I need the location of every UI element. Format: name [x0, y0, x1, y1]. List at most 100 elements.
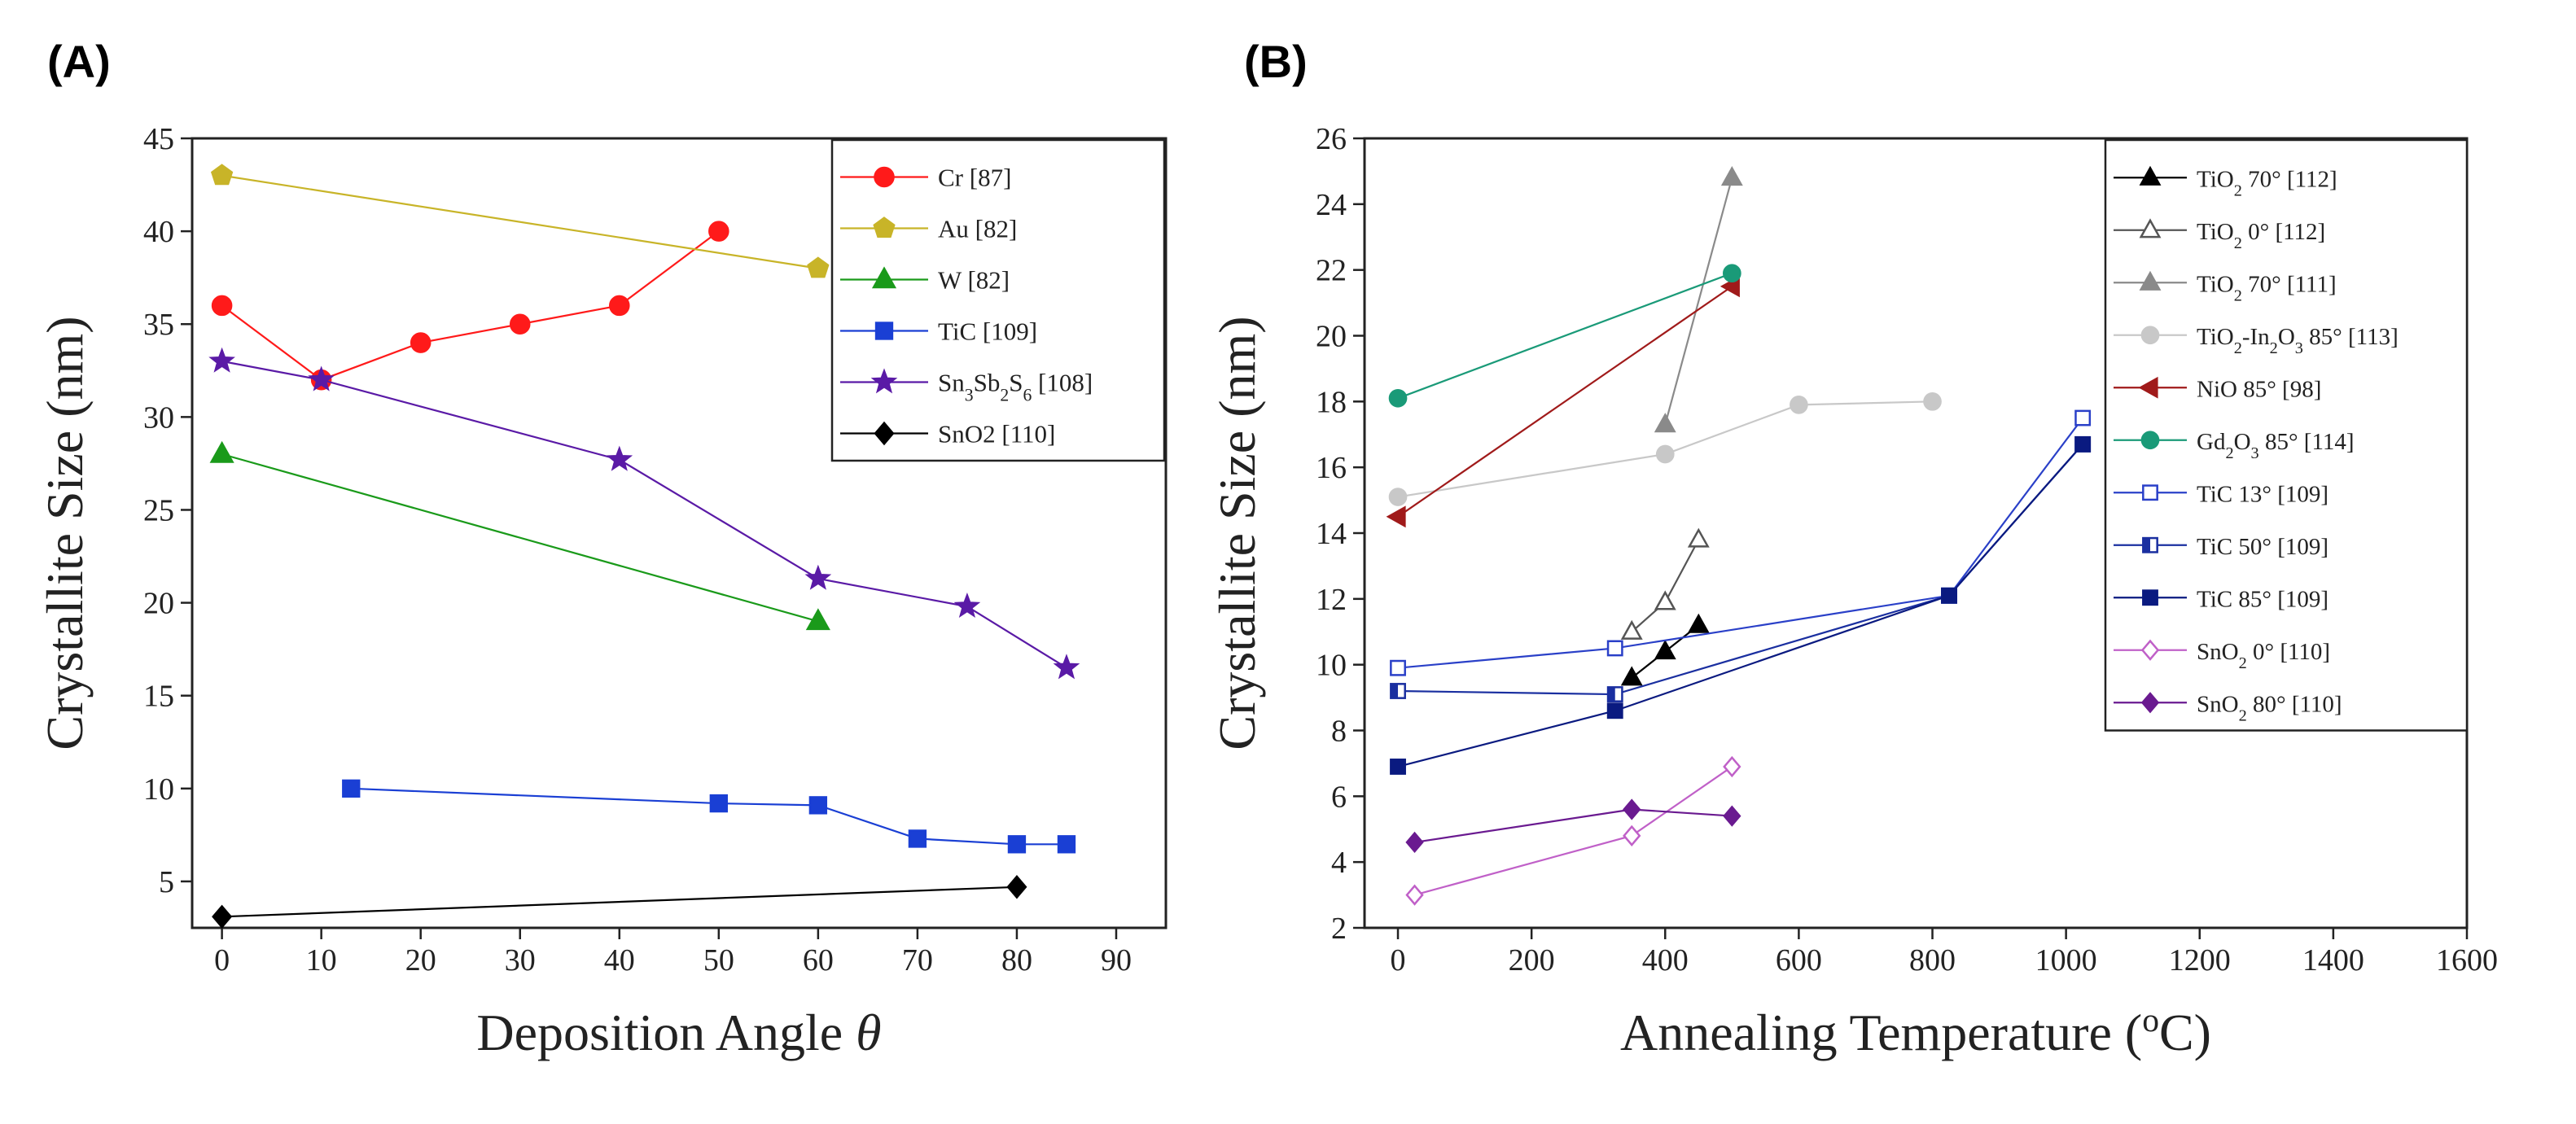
y-tick-label: 16: [1316, 451, 1347, 485]
data-point: [1053, 654, 1080, 680]
data-point: [1057, 835, 1076, 854]
y-axis-title: Crystallite Size (nm): [1208, 316, 1266, 750]
data-point: [509, 313, 531, 335]
data-point: [1720, 166, 1743, 186]
data-point: [209, 440, 234, 463]
y-tick-label: 8: [1331, 715, 1347, 749]
data-point: [410, 332, 432, 353]
data-point: [1606, 640, 1623, 657]
data-point: [709, 794, 728, 813]
data-point: [805, 608, 830, 631]
legend-marker: [2140, 326, 2160, 345]
x-tick-label: 80: [1001, 943, 1032, 977]
y-tick-label: 45: [143, 122, 174, 156]
legend-entry-tic-13-109: TiC 13° [109]: [2114, 481, 2328, 507]
x-tick-label: 1200: [2169, 943, 2231, 977]
series-line: [1631, 539, 1700, 633]
data-point: [308, 365, 335, 391]
series-tio2-in2o3-85-113: [1388, 392, 1942, 506]
panel-a: (A) 0 10 20 30 40 50 60 70 80 90 5 10 15 20 25 30 35 40 45 C…: [36, 36, 1168, 1061]
legend: TiO2 70° [112] TiO2 0° [112] TiO2 70° [111…: [2104, 138, 2469, 732]
y-tick-label: 10: [143, 772, 174, 807]
series-sno2-110: [212, 875, 1027, 929]
x-tick-label: 50: [703, 943, 734, 977]
x-tick-label: 400: [1642, 943, 1689, 977]
series-line: [1414, 808, 1733, 844]
data-point: [606, 445, 633, 471]
y-tick-label: 6: [1331, 780, 1347, 814]
data-point: [1388, 388, 1408, 408]
x-tick-label: 10: [306, 943, 337, 977]
legend-marker: [2142, 484, 2158, 501]
x-axis-title: Annealing Temperature (oC): [1620, 1001, 2211, 1061]
legend-label: TiC 85° [109]: [2197, 586, 2328, 612]
data-point: [1388, 488, 1408, 506]
legend-entry-tic-109: TiC [109]: [840, 317, 1037, 346]
series-tic-85-109: [1390, 435, 2092, 775]
legend-marker: [2139, 165, 2162, 186]
legend-entry-sno2-80-110: SnO2 80° [110]: [2114, 691, 2342, 724]
legend-label: TiO2-In2O3 85° [113]: [2197, 324, 2399, 357]
data-point: [1941, 587, 1957, 604]
data-point: [1723, 264, 1741, 283]
data-point: [1006, 875, 1027, 899]
x-tick-label: 20: [405, 943, 436, 977]
data-point: [1790, 396, 1808, 414]
data-point: [211, 295, 233, 317]
series-au-82: [210, 164, 830, 278]
legend-entry-gd2o3-85-114: Gd2O3 85° [114]: [2114, 429, 2355, 462]
data-point: [208, 347, 235, 373]
legend-label: Cr [87]: [938, 164, 1011, 192]
series-line: [1397, 285, 1733, 518]
data-point: [1620, 666, 1643, 686]
legend-box: [2104, 138, 2469, 732]
data-point: [2074, 435, 2092, 453]
data-point: [708, 221, 729, 242]
data-point: [1723, 755, 1741, 778]
data-point: [1620, 619, 1643, 640]
legend-label: SnO2 80° [110]: [2197, 691, 2342, 724]
data-point: [1386, 505, 1406, 528]
x-tick-label: 800: [1909, 943, 1956, 977]
legend-entry-tic-85-109: TiC 85° [109]: [2114, 586, 2328, 612]
y-axis-title: Crystallite Size (nm): [36, 316, 94, 750]
y-tick-label: 25: [143, 493, 174, 527]
x-tick-label: 60: [803, 943, 834, 977]
series-line: [221, 230, 720, 381]
series-w-82: [209, 440, 830, 631]
series-line: [1397, 444, 2083, 768]
data-point: [609, 295, 630, 317]
data-point: [1623, 798, 1641, 820]
data-point: [1390, 659, 1406, 676]
series-line: [1414, 766, 1733, 896]
x-tick-label: 30: [505, 943, 536, 977]
legend-marker: [2142, 589, 2158, 606]
series-line: [1397, 400, 1933, 498]
data-point: [1405, 831, 1424, 854]
data-point: [342, 779, 361, 798]
y-tick-label: 30: [143, 400, 174, 435]
legend-label: NiO 85° [98]: [2197, 376, 2321, 402]
legend-entry-sn3sb2s6-108: Sn3Sb2S6 [108]: [840, 368, 1093, 405]
y-tick-label: 12: [1316, 583, 1347, 617]
y-tick-label: 5: [159, 865, 174, 899]
legend-marker: [2139, 270, 2162, 291]
data-point: [1007, 835, 1027, 854]
legend-entry-sno2-110: SnO2 [110]: [840, 420, 1055, 448]
legend-label: TiC 50° [109]: [2197, 534, 2328, 560]
x-tick-label: 600: [1776, 943, 1822, 977]
data-point: [1654, 590, 1676, 610]
series-line: [221, 453, 819, 623]
series-tic-109: [342, 779, 1076, 854]
series-line: [351, 787, 1067, 846]
data-point: [2074, 409, 2092, 426]
legend-label: TiO2 70° [112]: [2197, 166, 2337, 199]
legend-label: TiC [109]: [938, 317, 1037, 346]
series-tic-50-109: [1390, 435, 2092, 702]
series-line: [221, 886, 1017, 918]
legend-label: Sn3Sb2S6 [108]: [938, 369, 1093, 405]
legend-marker: [2139, 218, 2162, 238]
data-point: [1687, 527, 1710, 548]
legend-marker: [873, 216, 896, 238]
series-line: [1398, 444, 2083, 696]
